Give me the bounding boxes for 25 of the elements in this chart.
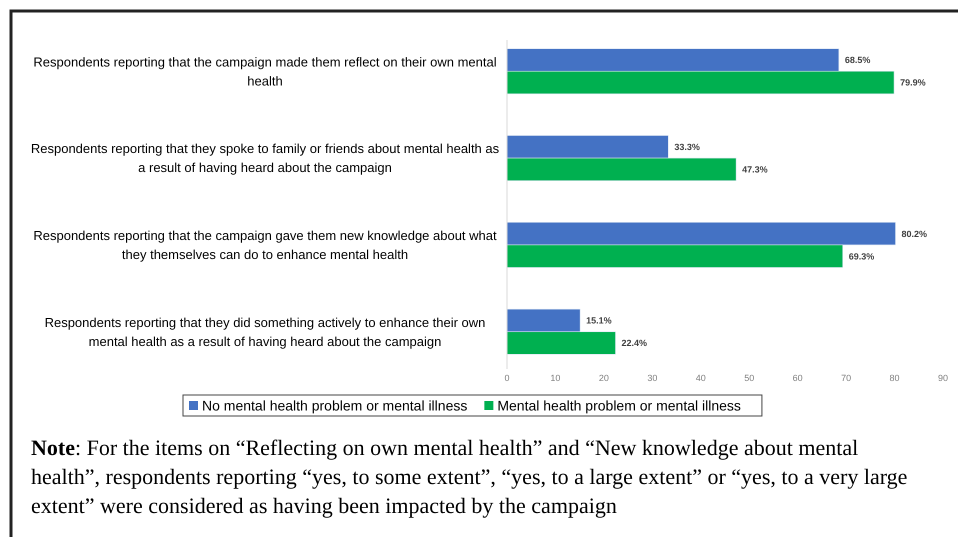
data-label: 68.5% — [844, 55, 870, 66]
x-tick-label: 50 — [744, 373, 754, 383]
legend-label: Mental health problem or mental illness — [497, 398, 741, 414]
x-tick-label: 90 — [938, 373, 948, 383]
data-label: 47.3% — [742, 164, 768, 175]
x-tick-label: 60 — [792, 373, 803, 383]
x-tick-label: 80 — [890, 373, 900, 383]
legend-label: No mental health problem or mental illness — [202, 398, 468, 414]
x-tick-label: 0 — [504, 373, 510, 383]
y-tick-label: Respondents reporting that they did something actively to enhance their own mental health as a result of having heard about the campaign — [44, 314, 486, 349]
data-label: 69.3% — [848, 251, 874, 262]
x-tick-label: 70 — [841, 373, 852, 383]
y-tick-label: Respondents reporting that they spoke to family or friends about mental health as a result of having heard about the campaign — [30, 141, 500, 176]
data-label: 15.1% — [586, 316, 612, 326]
data-label: 33.3% — [674, 142, 700, 152]
data-label: 22.4% — [622, 338, 648, 348]
x-tick-label: 10 — [550, 373, 560, 383]
x-tick-label: 30 — [647, 373, 658, 383]
data-label: 79.9% — [900, 78, 926, 88]
y-tick-label: Respondents reporting that the campaign made them reflect on their own mental health — [33, 54, 497, 88]
data-label: 80.2% — [902, 228, 928, 239]
text: Note: For the items on “Reflecting on own mental health” and “New knowledge about mental health”, respondents reporting “yes, to some extent”, “yes, to a large extent” or “yes, to a very large extent” were considered as having been impacted by the campaign — [31, 435, 908, 518]
x-tick-label: 40 — [696, 373, 706, 383]
y-tick-label: Respondents reporting that the campaign gave them new knowledge about what they themselves can do to enhance mental health — [33, 228, 498, 262]
x-tick-label: 20 — [598, 373, 609, 383]
